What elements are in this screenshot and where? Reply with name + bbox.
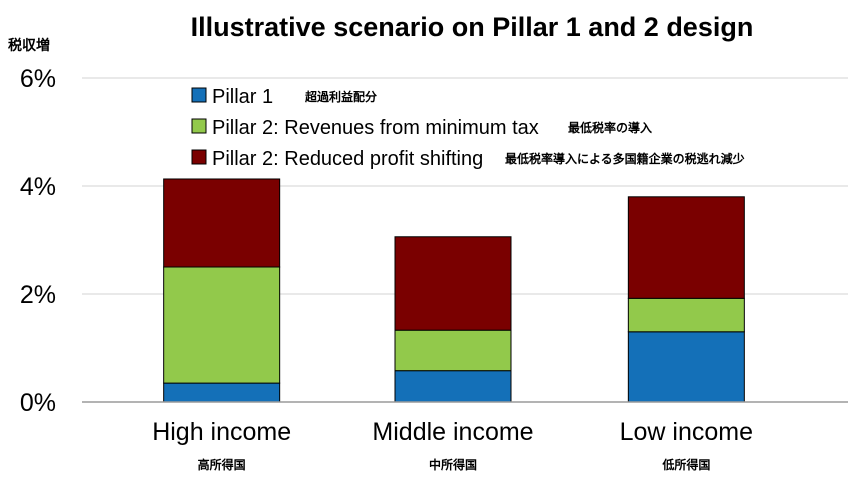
y-tick-label: 0% — [20, 389, 56, 417]
category-label-jp: 高所得国 — [198, 457, 246, 472]
y-tick-label: 2% — [20, 281, 56, 309]
y-tick-labels: 0% 2% 4% 6% — [20, 65, 56, 417]
legend-label-jp: 超過利益配分 — [304, 89, 377, 104]
legend-label: Pillar 2: Revenues from minimum tax — [212, 117, 539, 139]
legend-swatch — [191, 87, 207, 103]
bar-segment — [394, 370, 512, 403]
bars — [163, 178, 745, 403]
legend-swatch — [191, 118, 207, 134]
legend-label-jp: 最低税率導入による多国籍企業の税逃れ減少 — [505, 151, 745, 166]
bar-segment — [627, 297, 745, 333]
legend-label: Pillar 1 — [212, 86, 273, 108]
category-label: Middle income — [372, 418, 533, 446]
y-tick-label: 6% — [20, 65, 56, 93]
bar-segment — [163, 382, 281, 403]
bar-segment — [394, 236, 512, 331]
bar-segment — [163, 266, 281, 384]
bar-segment — [394, 329, 512, 372]
category-label-jp: 低所得国 — [661, 457, 710, 472]
bar-segment — [627, 331, 745, 403]
bar-segment — [627, 196, 745, 299]
legend-label: Pillar 2: Reduced profit shifting — [212, 148, 483, 170]
y-axis-label: 税収増 — [8, 37, 50, 54]
bar-segment — [163, 178, 281, 268]
category-label: High income — [152, 418, 291, 446]
legend-swatch — [191, 149, 207, 165]
y-tick-label: 4% — [20, 173, 56, 201]
category-label: Low income — [620, 418, 753, 446]
category-labels: High income 高所得国 Middle income 中所得国 Low inco… — [152, 418, 753, 472]
category-label-jp: 中所得国 — [429, 457, 477, 472]
chart-title: Illustrative scenario on Pillar 1 and 2 … — [191, 12, 754, 42]
legend-label-jp: 最低税率の導入 — [568, 120, 652, 135]
legend: Pillar 1 超過利益配分 Pillar 2: Revenues from mi… — [191, 86, 745, 170]
